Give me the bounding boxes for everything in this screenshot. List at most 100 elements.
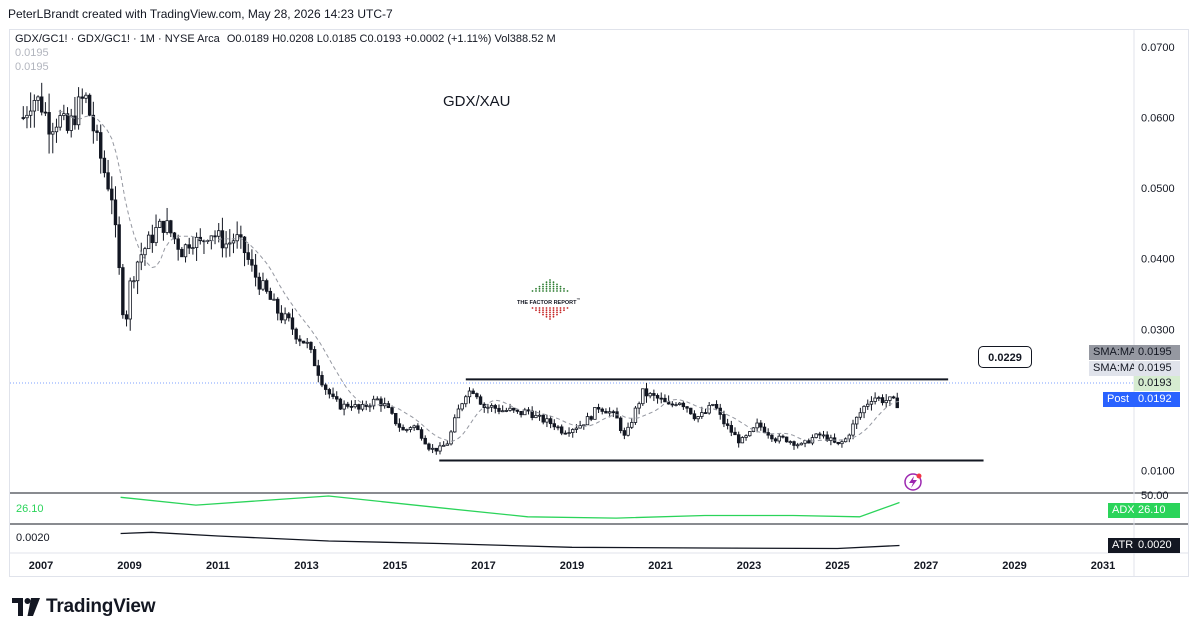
- watermark-dot: [552, 287, 555, 290]
- candle-body: [563, 432, 568, 435]
- candle-body: [187, 244, 191, 249]
- candle-body: [390, 407, 394, 414]
- candle-body: [578, 425, 582, 429]
- time-tick-label: 2029: [1002, 560, 1026, 572]
- candle-body: [736, 434, 741, 444]
- sma-tag-value-1: 0.0195: [1134, 345, 1180, 360]
- candle-body: [338, 398, 343, 410]
- candle-body: [497, 407, 501, 412]
- watermark-dot: [535, 287, 537, 290]
- watermark-dot: [549, 313, 551, 316]
- moving-average-group: [58, 110, 900, 442]
- adx-tag-value: 26.10: [1134, 503, 1180, 518]
- candle-body: [43, 111, 48, 114]
- watermark-dot: [552, 311, 555, 314]
- candle-body: [327, 389, 332, 395]
- time-tick-label: 2025: [825, 560, 849, 572]
- chart-author-header: PeterLBrandt created with TradingView.co…: [8, 7, 393, 21]
- price-axis-group: 0.0700 0.0600 0.0500 0.0400 0.0300 0.0100: [1141, 42, 1175, 477]
- candle-body: [840, 441, 844, 445]
- candle-body: [276, 298, 280, 314]
- candle-body: [40, 96, 44, 113]
- sma-line: [58, 110, 900, 442]
- factor-report-watermark: [531, 279, 569, 320]
- watermark-dot: [552, 283, 555, 286]
- resistance-price-callout[interactable]: 0.0229: [978, 346, 1032, 368]
- candle-body: [493, 405, 497, 409]
- candle-body: [213, 235, 217, 238]
- candle-body: [873, 397, 877, 402]
- candle-body: [242, 236, 247, 254]
- candle-body: [571, 429, 575, 433]
- candle-body: [335, 396, 339, 400]
- candle-body: [21, 117, 25, 119]
- watermark-dot: [559, 285, 562, 288]
- candle-body: [559, 426, 564, 434]
- watermark-dot: [549, 279, 551, 281]
- candle-body: [394, 412, 398, 425]
- symbol-name[interactable]: GDX/GC1! · GDX/GC1! · 1M · NYSE Arca: [15, 33, 220, 45]
- watermark-dot: [549, 285, 551, 288]
- candle-body: [604, 410, 608, 414]
- candle-body: [777, 435, 781, 442]
- tradingview-logo-text: TradingView: [46, 596, 156, 617]
- atr-tag-value: 0.0020: [1134, 538, 1180, 553]
- candle-body: [548, 418, 553, 425]
- candle-body: [733, 431, 737, 436]
- candle-body: [582, 424, 586, 427]
- candle-body: [788, 441, 793, 444]
- candle-body: [28, 110, 33, 116]
- candle-body: [464, 396, 468, 405]
- candle-body: [441, 444, 446, 447]
- adx-line: [120, 495, 900, 519]
- watermark-dot: [538, 285, 541, 288]
- candle-body: [150, 234, 155, 244]
- symbol-legend[interactable]: GDX/GC1! · GDX/GC1! · 1M · NYSE Arca O0.…: [15, 33, 556, 45]
- watermark-dot: [545, 283, 548, 286]
- candle-body: [512, 407, 516, 411]
- tradingview-logo[interactable]: TradingView: [12, 596, 156, 618]
- watermark-dot: [559, 290, 562, 292]
- candle-body: [58, 115, 62, 128]
- candle-body: [456, 408, 461, 419]
- candle-body: [762, 426, 767, 433]
- candle-body: [65, 113, 70, 131]
- candle-body: [301, 340, 306, 344]
- post-market-tag-label: Post: [1103, 392, 1134, 407]
- candle-body: [360, 403, 365, 410]
- candle-body: [294, 328, 298, 340]
- candle-body: [158, 220, 162, 228]
- candle-body: [814, 433, 818, 438]
- candle-body: [759, 422, 763, 428]
- candle-body: [257, 276, 261, 290]
- watermark-dot: [542, 287, 544, 290]
- candle-body: [884, 400, 888, 404]
- candle-body: [312, 349, 317, 367]
- candle-body: [685, 406, 689, 409]
- watermark-dot: [549, 309, 551, 312]
- watermark-dot: [556, 309, 558, 312]
- candle-body: [744, 435, 748, 438]
- candle-body: [110, 188, 114, 201]
- candle-body: [445, 443, 450, 446]
- lightning-icon[interactable]: [904, 473, 922, 491]
- candle-body: [25, 114, 29, 119]
- ohlc-values: O0.0189 H0.0208 L0.0185 C0.0193 +0.0002 …: [226, 33, 556, 45]
- watermark-dot: [545, 313, 548, 316]
- candle-body: [888, 396, 892, 401]
- watermark-dot: [549, 318, 551, 320]
- candle-body: [91, 114, 96, 132]
- candle-body: [821, 434, 826, 437]
- watermark-dot: [566, 307, 569, 309]
- adx-pane-group: [120, 495, 900, 519]
- candle-body: [106, 172, 110, 190]
- price-tick-label: 0.0100: [1141, 465, 1175, 477]
- time-tick-label: 2019: [560, 560, 584, 572]
- candle-body: [589, 416, 593, 420]
- watermark-dot: [566, 290, 569, 292]
- watermark-dot: [556, 290, 558, 292]
- chart-title: GDX/XAU: [443, 93, 511, 110]
- candle-body: [637, 403, 641, 409]
- candle-body: [593, 407, 597, 420]
